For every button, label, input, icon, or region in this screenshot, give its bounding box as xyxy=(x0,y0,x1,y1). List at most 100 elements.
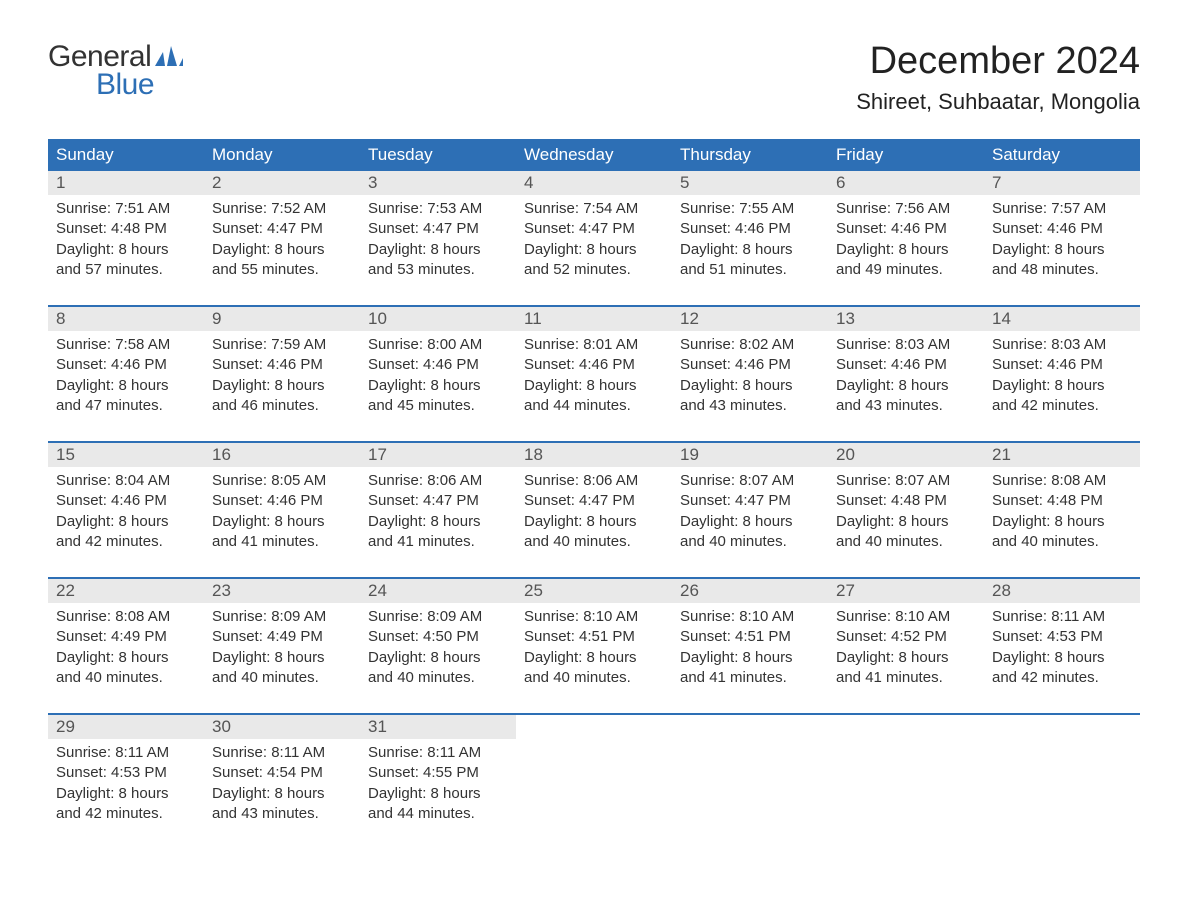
sunrise-label: Sunrise: xyxy=(524,472,583,489)
calendar-cell: 3Sunrise: 7:53 AMSunset: 4:47 PMDaylight… xyxy=(360,171,516,291)
day-info: Sunrise: 8:07 AMSunset: 4:47 PMDaylight:… xyxy=(672,467,828,556)
sunrise-label: Sunrise: xyxy=(56,472,115,489)
day-number: 1 xyxy=(56,173,65,192)
daylight-line-2: and 42 minutes. xyxy=(992,668,1132,688)
sunrise-label: Sunrise: xyxy=(212,744,271,761)
sunset-label: Sunset: xyxy=(992,492,1047,509)
daylight-line-1: Daylight: 8 hours xyxy=(680,512,820,532)
sunset-value: 4:46 PM xyxy=(267,356,323,373)
day-info: Sunrise: 8:10 AMSunset: 4:51 PMDaylight:… xyxy=(516,603,672,692)
calendar-cell: 19 Sunrise: 8:07 AMSunset: 4:47 PMDayligh… xyxy=(672,443,828,563)
sunrise-value: 7:52 AM xyxy=(271,200,326,217)
daylight-line-1: Daylight: 8 hours xyxy=(368,512,508,532)
calendar-cell: 14Sunrise: 8:03 AMSunset: 4:46 PMDayligh… xyxy=(984,307,1140,427)
day-info: Sunrise: 8:06 AMSunset: 4:47 PMDaylight:… xyxy=(360,467,516,556)
sunrise-value: 8:00 AM xyxy=(427,336,482,353)
sunset-value: 4:46 PM xyxy=(423,356,479,373)
daynum-row: 18 xyxy=(516,443,672,467)
sunset-line: Sunset: 4:51 PM xyxy=(680,627,820,647)
day-header-row: SundayMondayTuesdayWednesdayThursdayFrid… xyxy=(48,139,1140,171)
sunset-label: Sunset: xyxy=(680,220,735,237)
sunset-line: Sunset: 4:46 PM xyxy=(680,355,820,375)
page-title: December 2024 xyxy=(856,40,1140,83)
daylight-line-1: Daylight: 8 hours xyxy=(524,648,664,668)
sunrise-label: Sunrise: xyxy=(836,200,895,217)
logo: General Blue xyxy=(48,40,183,102)
daynum-row: 7 xyxy=(984,171,1140,195)
sunrise-label: Sunrise: xyxy=(992,200,1051,217)
day-info: Sunrise: 8:10 AMSunset: 4:51 PMDaylight:… xyxy=(672,603,828,692)
sunrise-line: Sunrise: 8:08 AM xyxy=(992,471,1132,491)
daynum-row: 4 xyxy=(516,171,672,195)
sunrise-line: Sunrise: 8:10 AM xyxy=(680,607,820,627)
sunset-label: Sunset: xyxy=(524,220,579,237)
sunset-label: Sunset: xyxy=(212,492,267,509)
sunrise-value: 8:11 AM xyxy=(1051,608,1105,625)
sunrise-line: Sunrise: 8:10 AM xyxy=(524,607,664,627)
day-number: 24 xyxy=(368,581,387,600)
sunset-label: Sunset: xyxy=(56,220,111,237)
calendar-cell: 10Sunrise: 8:00 AMSunset: 4:46 PMDayligh… xyxy=(360,307,516,427)
sunset-value: 4:49 PM xyxy=(111,628,167,645)
calendar-cell: 20Sunrise: 8:07 AMSunset: 4:48 PMDayligh… xyxy=(828,443,984,563)
calendar-cell: 21Sunrise: 8:08 AMSunset: 4:48 PMDayligh… xyxy=(984,443,1140,563)
calendar-cell: 2Sunrise: 7:52 AMSunset: 4:47 PMDaylight… xyxy=(204,171,360,291)
sunset-value: 4:46 PM xyxy=(891,220,947,237)
sunrise-value: 8:03 AM xyxy=(895,336,950,353)
sunrise-line: Sunrise: 8:11 AM xyxy=(992,607,1132,627)
sunrise-label: Sunrise: xyxy=(836,336,895,353)
day-info: Sunrise: 7:57 AMSunset: 4:46 PMDaylight:… xyxy=(984,195,1140,284)
daynum-row: 20 xyxy=(828,443,984,467)
sunrise-line: Sunrise: 8:04 AM xyxy=(56,471,196,491)
calendar-cell xyxy=(516,715,672,835)
week-row: 8Sunrise: 7:58 AMSunset: 4:46 PMDaylight… xyxy=(48,305,1140,427)
sunrise-label: Sunrise: xyxy=(836,608,895,625)
day-info: Sunrise: 8:11 AMSunset: 4:53 PMDaylight:… xyxy=(984,603,1140,692)
day-number: 15 xyxy=(56,445,75,464)
sunset-line: Sunset: 4:51 PM xyxy=(524,627,664,647)
daylight-line-1: Daylight: 8 hours xyxy=(212,784,352,804)
daylight-line-1: Daylight: 8 hours xyxy=(524,512,664,532)
sunset-line: Sunset: 4:50 PM xyxy=(368,627,508,647)
daynum-row: 13 xyxy=(828,307,984,331)
calendar-cell: 1Sunrise: 7:51 AMSunset: 4:48 PMDaylight… xyxy=(48,171,204,291)
sunrise-label: Sunrise: xyxy=(368,608,427,625)
daynum-row: 12 xyxy=(672,307,828,331)
sunset-label: Sunset: xyxy=(212,220,267,237)
sunrise-value: 8:01 AM xyxy=(583,336,638,353)
sunrise-value: 8:11 AM xyxy=(115,744,169,761)
sunrise-value: 8:02 AM xyxy=(739,336,794,353)
daylight-line-1: Daylight: 8 hours xyxy=(524,240,664,260)
day-number: 28 xyxy=(992,581,1011,600)
day-info: Sunrise: 8:11 AMSunset: 4:55 PMDaylight:… xyxy=(360,739,516,828)
daylight-line-1: Daylight: 8 hours xyxy=(212,512,352,532)
sunrise-value: 7:55 AM xyxy=(739,200,794,217)
sunset-line: Sunset: 4:53 PM xyxy=(56,763,196,783)
sunset-label: Sunset: xyxy=(680,492,735,509)
day-number: 12 xyxy=(680,309,699,328)
day-number: 16 xyxy=(212,445,231,464)
sunrise-label: Sunrise: xyxy=(992,336,1051,353)
calendar-cell: 9Sunrise: 7:59 AMSunset: 4:46 PMDaylight… xyxy=(204,307,360,427)
calendar-cell: 25Sunrise: 8:10 AMSunset: 4:51 PMDayligh… xyxy=(516,579,672,699)
sunrise-value: 8:06 AM xyxy=(427,472,482,489)
flag-icon xyxy=(155,46,183,66)
sunrise-line: Sunrise: 8:11 AM xyxy=(368,743,508,763)
sunset-line: Sunset: 4:46 PM xyxy=(992,355,1132,375)
sunset-value: 4:46 PM xyxy=(111,492,167,509)
day-info: Sunrise: 8:05 AMSunset: 4:46 PMDaylight:… xyxy=(204,467,360,556)
sunset-label: Sunset: xyxy=(368,220,423,237)
sunset-line: Sunset: 4:53 PM xyxy=(992,627,1132,647)
calendar-cell: 28Sunrise: 8:11 AMSunset: 4:53 PMDayligh… xyxy=(984,579,1140,699)
daylight-line-2: and 53 minutes. xyxy=(368,260,508,280)
sunrise-label: Sunrise: xyxy=(56,200,115,217)
sunset-line: Sunset: 4:48 PM xyxy=(836,491,976,511)
day-number: 19 xyxy=(680,445,699,464)
daynum-row: 21 xyxy=(984,443,1140,467)
daylight-line-1: Daylight: 8 hours xyxy=(368,648,508,668)
daylight-line-2: and 40 minutes. xyxy=(212,668,352,688)
calendar-cell: 27Sunrise: 8:10 AMSunset: 4:52 PMDayligh… xyxy=(828,579,984,699)
daylight-line-2: and 47 minutes. xyxy=(56,396,196,416)
calendar-cell: 31Sunrise: 8:11 AMSunset: 4:55 PMDayligh… xyxy=(360,715,516,835)
sunrise-value: 8:10 AM xyxy=(583,608,638,625)
